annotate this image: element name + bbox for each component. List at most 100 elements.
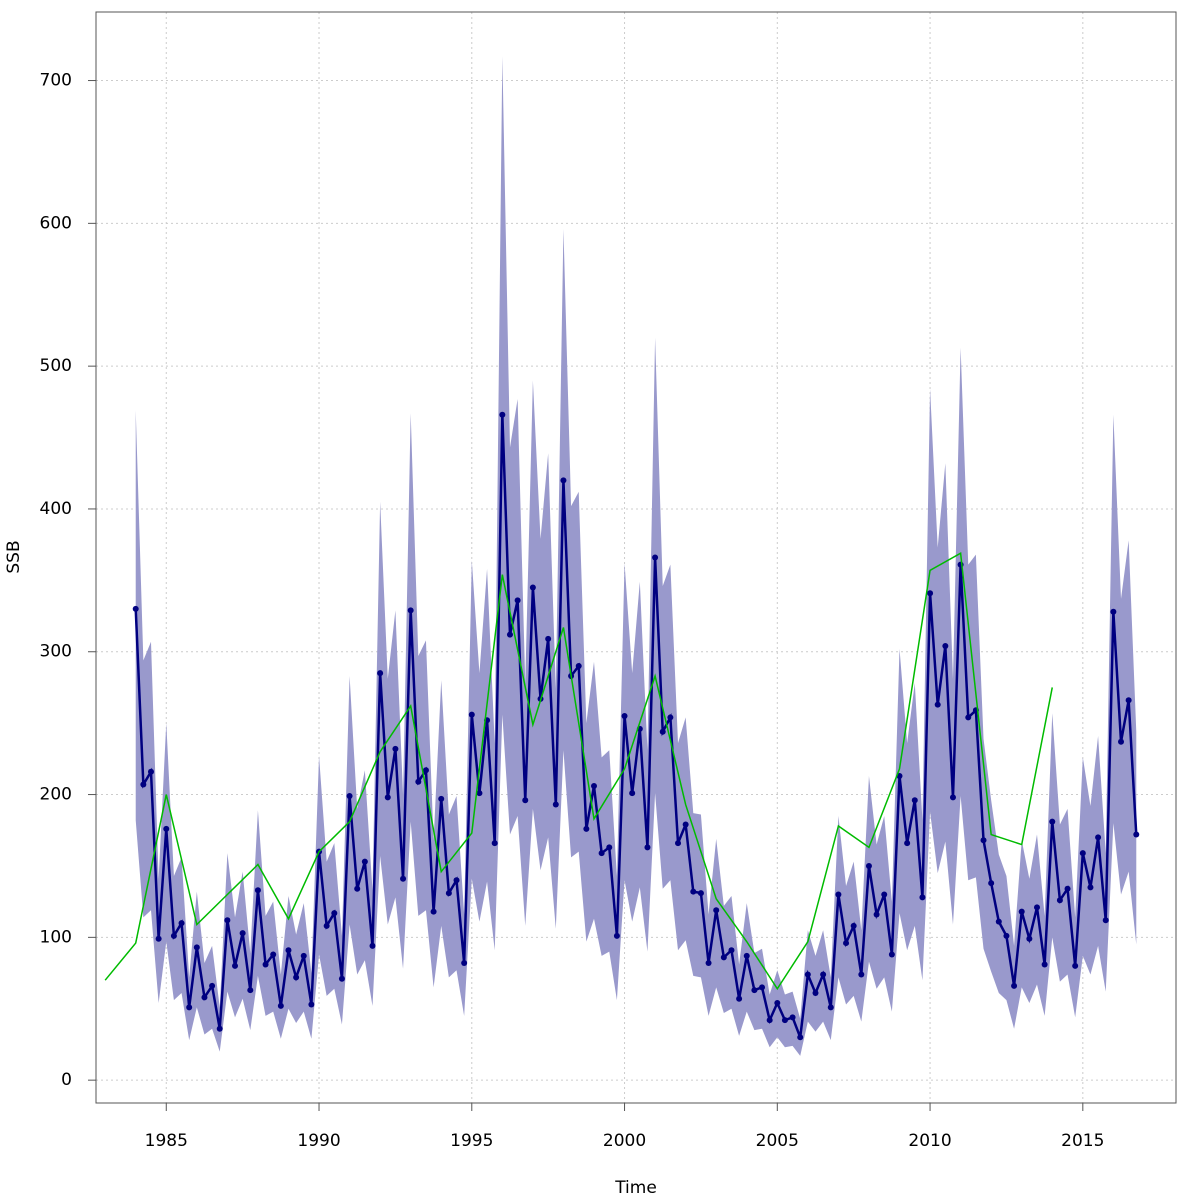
point — [1118, 738, 1125, 745]
point — [140, 781, 147, 788]
point — [453, 877, 460, 884]
point — [132, 605, 139, 612]
point — [323, 922, 330, 929]
point — [690, 888, 697, 895]
point — [163, 825, 170, 832]
point — [178, 920, 185, 927]
x-tick-label: 1995 — [450, 1131, 493, 1151]
point — [147, 768, 154, 775]
point — [461, 960, 468, 967]
y-tick-label: 400 — [40, 499, 72, 519]
point — [934, 701, 941, 708]
point — [919, 894, 926, 901]
point — [980, 837, 987, 844]
x-tick-label: 2000 — [603, 1131, 646, 1151]
point — [1033, 904, 1040, 911]
point — [1079, 850, 1086, 857]
point — [545, 635, 552, 642]
point — [476, 790, 483, 797]
point — [1003, 932, 1010, 939]
point — [797, 1034, 804, 1041]
point — [827, 1004, 834, 1011]
point — [858, 971, 865, 978]
point — [468, 711, 475, 718]
point — [239, 930, 246, 937]
point — [873, 911, 880, 918]
point — [728, 947, 735, 954]
point — [644, 844, 651, 851]
point — [262, 961, 269, 968]
point — [598, 850, 605, 857]
point — [789, 1014, 796, 1021]
point — [529, 584, 536, 591]
point — [1072, 962, 1079, 969]
point — [1041, 961, 1048, 968]
point — [820, 971, 827, 978]
point — [629, 790, 636, 797]
point — [583, 825, 590, 832]
point — [904, 840, 911, 847]
point — [697, 890, 704, 897]
point — [514, 597, 521, 604]
point — [331, 910, 338, 917]
point — [888, 951, 895, 958]
point — [430, 908, 437, 915]
point — [277, 1002, 284, 1009]
point — [377, 670, 384, 677]
point — [1056, 897, 1063, 904]
point — [491, 840, 498, 847]
point — [560, 477, 567, 484]
point — [911, 797, 918, 804]
y-tick-label: 200 — [40, 785, 72, 805]
point — [224, 917, 231, 924]
point — [988, 880, 995, 887]
y-tick-label: 500 — [40, 356, 72, 376]
point — [506, 631, 513, 638]
point — [1110, 608, 1117, 615]
point — [927, 590, 934, 597]
point — [613, 932, 620, 939]
point — [522, 797, 529, 804]
x-tick-label: 1990 — [297, 1131, 340, 1151]
point — [865, 862, 872, 869]
x-tick-label: 1985 — [145, 1131, 188, 1151]
point — [216, 1025, 223, 1032]
series-line — [104, 552, 1054, 991]
y-tick-label: 600 — [40, 213, 72, 233]
point — [606, 844, 613, 851]
point — [995, 918, 1002, 925]
point — [965, 714, 972, 721]
axes-frame — [95, 11, 1177, 1104]
point — [247, 987, 254, 994]
point — [804, 971, 811, 978]
point — [720, 954, 727, 961]
point — [308, 1001, 315, 1008]
point — [774, 1000, 781, 1007]
point — [621, 713, 628, 720]
point — [254, 887, 261, 894]
point — [415, 778, 422, 785]
point — [1087, 884, 1094, 891]
point — [682, 821, 689, 828]
point — [407, 607, 414, 614]
point — [812, 990, 819, 997]
point — [751, 987, 758, 994]
plot-area — [96, 12, 1176, 1103]
point — [346, 792, 353, 799]
x-tick-label: 2005 — [756, 1131, 799, 1151]
point — [384, 794, 391, 801]
point — [552, 801, 559, 808]
y-tick-label: 300 — [40, 642, 72, 662]
point — [766, 1017, 773, 1024]
point — [392, 745, 399, 752]
point — [201, 994, 208, 1001]
point — [659, 728, 666, 735]
point — [843, 940, 850, 947]
point — [705, 960, 712, 967]
point — [293, 974, 300, 981]
point — [942, 643, 949, 650]
point — [209, 982, 216, 989]
point — [835, 891, 842, 898]
point — [499, 411, 506, 418]
point — [1095, 834, 1102, 841]
